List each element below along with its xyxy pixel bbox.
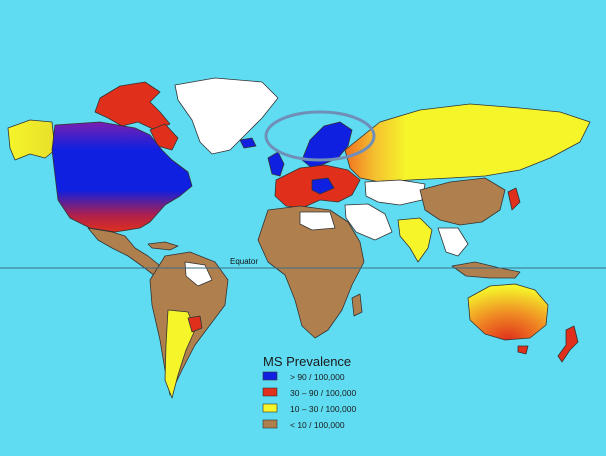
russia-region: [344, 103, 591, 183]
japan-region: [507, 187, 521, 211]
north-africa-region: [299, 211, 336, 231]
canada-arctic-islands-region: [94, 81, 171, 131]
uruguay-region: [187, 315, 203, 333]
mexico-central-america-region: [87, 227, 166, 277]
new-zealand-region: [557, 325, 579, 363]
legend-swatch-medium: [262, 403, 278, 413]
china-region: [419, 177, 506, 226]
alaska-region: [7, 119, 56, 161]
central-asia-region: [364, 179, 426, 206]
iceland-region: [239, 137, 257, 149]
middle-east-region: [344, 203, 393, 241]
legend-swatch-high: [262, 387, 278, 397]
greenland-region: [174, 77, 279, 155]
legend-swatch-very-high: [262, 371, 278, 381]
equator-label: Equator: [230, 257, 258, 266]
southeast-asia-region: [437, 227, 469, 257]
legend-label-medium: 10 – 30 / 100,000: [290, 404, 356, 414]
caribbean-region: [147, 241, 179, 251]
legend: MS Prevalence > 90 / 100,000 30 – 90 / 1…: [262, 354, 356, 430]
legend-label-low: < 10 / 100,000: [290, 420, 345, 430]
india-region: [397, 217, 433, 263]
uk-ireland-region: [267, 151, 285, 177]
legend-label-very-high: > 90 / 100,000: [290, 372, 345, 382]
legend-label-high: 30 – 90 / 100,000: [290, 388, 356, 398]
legend-title: MS Prevalence: [263, 354, 351, 369]
central-europe-region: [311, 177, 335, 195]
legend-swatch-low: [262, 419, 278, 429]
australia-region: [467, 283, 549, 341]
indonesia-region: [451, 261, 521, 279]
madagascar-region: [351, 293, 363, 317]
tasmania-region: [517, 345, 529, 355]
north-america-region: [51, 121, 193, 233]
scandinavia-highlight-ring: [264, 110, 376, 162]
